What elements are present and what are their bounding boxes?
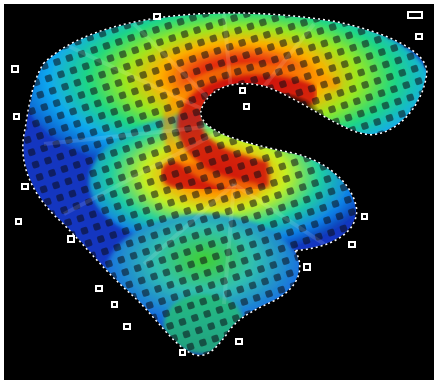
grid-overlay bbox=[23, 13, 427, 355]
spiral-surface-artwork bbox=[11, 11, 428, 357]
image-panel bbox=[4, 4, 434, 380]
edge-noise bbox=[11, 11, 423, 356]
